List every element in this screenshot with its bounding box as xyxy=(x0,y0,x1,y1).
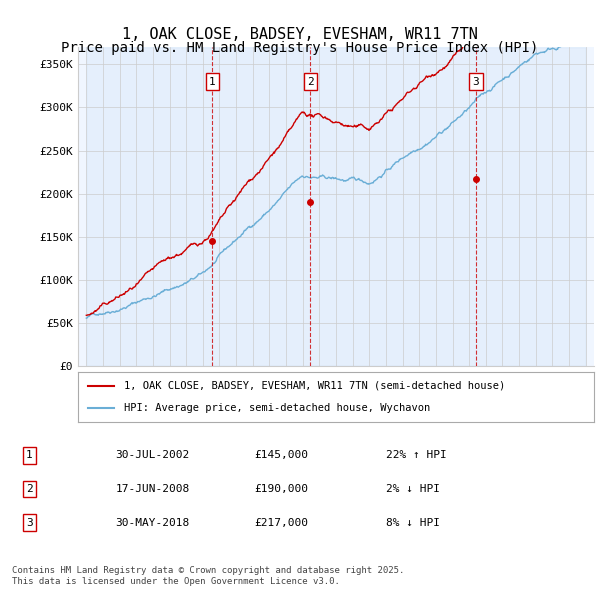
Text: 1, OAK CLOSE, BADSEY, EVESHAM, WR11 7TN (semi-detached house): 1, OAK CLOSE, BADSEY, EVESHAM, WR11 7TN … xyxy=(124,381,506,391)
Text: 30-MAY-2018: 30-MAY-2018 xyxy=(116,517,190,527)
Text: 1: 1 xyxy=(26,450,32,460)
Text: 3: 3 xyxy=(473,77,479,87)
Text: £217,000: £217,000 xyxy=(254,517,308,527)
Text: Price paid vs. HM Land Registry's House Price Index (HPI): Price paid vs. HM Land Registry's House … xyxy=(61,41,539,55)
Text: 30-JUL-2002: 30-JUL-2002 xyxy=(116,450,190,460)
Text: 1: 1 xyxy=(209,77,216,87)
Text: Contains HM Land Registry data © Crown copyright and database right 2025.
This d: Contains HM Land Registry data © Crown c… xyxy=(12,566,404,586)
Text: 2% ↓ HPI: 2% ↓ HPI xyxy=(386,484,440,494)
Text: 3: 3 xyxy=(26,517,32,527)
Text: 1, OAK CLOSE, BADSEY, EVESHAM, WR11 7TN: 1, OAK CLOSE, BADSEY, EVESHAM, WR11 7TN xyxy=(122,27,478,41)
Text: £190,000: £190,000 xyxy=(254,484,308,494)
Text: £145,000: £145,000 xyxy=(254,450,308,460)
Text: HPI: Average price, semi-detached house, Wychavon: HPI: Average price, semi-detached house,… xyxy=(124,403,431,413)
Text: 8% ↓ HPI: 8% ↓ HPI xyxy=(386,517,440,527)
Text: 2: 2 xyxy=(26,484,32,494)
Text: 2: 2 xyxy=(307,77,314,87)
Text: 17-JUN-2008: 17-JUN-2008 xyxy=(116,484,190,494)
Text: 22% ↑ HPI: 22% ↑ HPI xyxy=(386,450,447,460)
